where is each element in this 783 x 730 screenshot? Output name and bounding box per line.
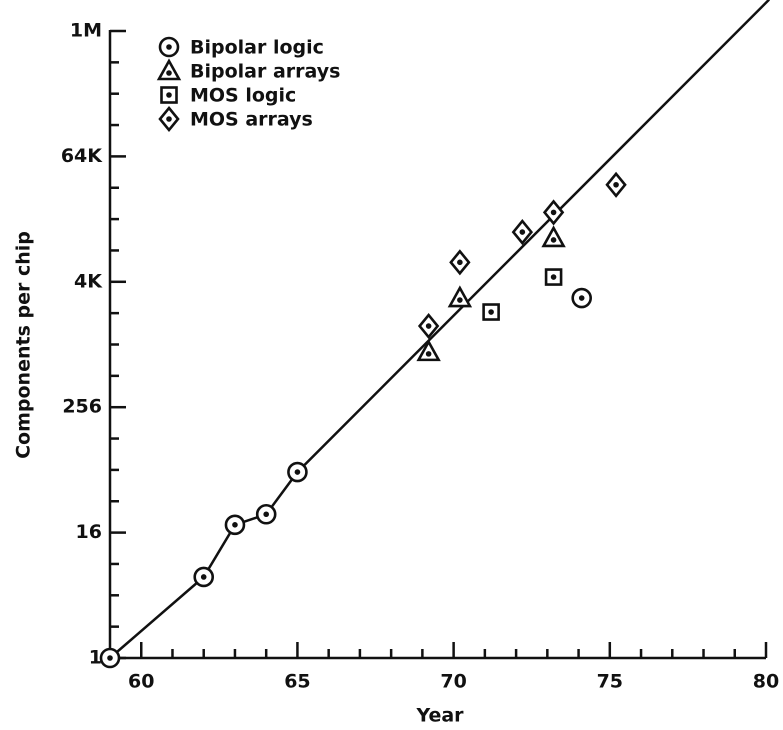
point-dot bbox=[550, 209, 557, 216]
point-dot bbox=[232, 522, 238, 528]
point-dot bbox=[294, 469, 301, 475]
x-tick-label: 60 bbox=[128, 671, 154, 693]
y-tick-label: 256 bbox=[62, 396, 102, 418]
legend-marker-dot bbox=[166, 116, 172, 122]
point-dot bbox=[457, 297, 463, 303]
x-tick-label: 75 bbox=[597, 671, 623, 693]
point-dot bbox=[550, 237, 557, 243]
point-dot bbox=[425, 351, 432, 357]
point bbox=[416, 339, 441, 362]
point-dot bbox=[107, 655, 113, 661]
legend-label: Bipolar arrays bbox=[190, 61, 340, 83]
point-dot bbox=[578, 295, 585, 301]
point bbox=[447, 285, 473, 308]
y-tick-label: 16 bbox=[76, 521, 102, 543]
x-axis-label: Year bbox=[415, 705, 464, 727]
point bbox=[541, 225, 566, 248]
y-tick-label: 4K bbox=[74, 270, 103, 292]
legend-marker bbox=[156, 58, 182, 81]
point-dot bbox=[457, 259, 463, 266]
legend-marker-dot bbox=[166, 44, 172, 50]
point-dot bbox=[550, 274, 557, 280]
x-tick-label: 80 bbox=[753, 671, 779, 693]
legend-label: MOS arrays bbox=[190, 109, 313, 131]
y-tick-label: 64K bbox=[61, 145, 103, 167]
point-dot bbox=[263, 511, 269, 518]
y-axis-label: Components per chip bbox=[13, 231, 35, 459]
point-dot bbox=[488, 309, 494, 315]
point-dot bbox=[613, 181, 619, 188]
legend-marker-dot bbox=[166, 70, 172, 76]
x-tick-label: 65 bbox=[284, 671, 310, 693]
legend-label: MOS logic bbox=[190, 85, 296, 107]
point-dot bbox=[425, 323, 432, 329]
point-dot bbox=[200, 574, 207, 580]
y-tick-label: 1 bbox=[89, 647, 102, 669]
y-tick-label: 1M bbox=[70, 20, 102, 42]
point-dot bbox=[519, 229, 526, 235]
legend-marker-dot bbox=[166, 92, 172, 98]
trend-line bbox=[109, 0, 770, 659]
legend-label: Bipolar logic bbox=[190, 37, 324, 59]
x-tick-label: 70 bbox=[440, 671, 466, 693]
